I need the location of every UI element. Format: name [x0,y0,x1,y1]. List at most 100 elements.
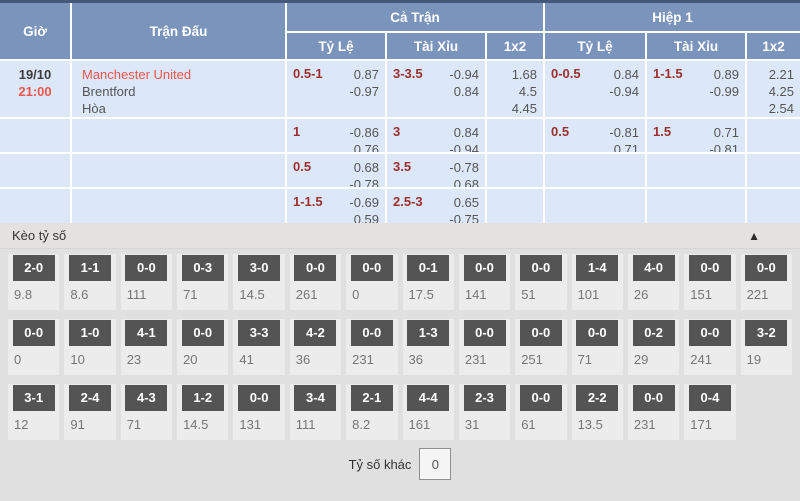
over-under-line: 2.5-3 [393,194,423,209]
score-odds-cell[interactable]: 0-0 221 [740,254,792,310]
score-odds-cell[interactable]: 4-3 71 [120,384,173,440]
score-odds-cell[interactable]: 0-0 61 [515,384,567,440]
score-odds-cell[interactable]: 3-4 111 [289,384,342,440]
h1-over-under-cell[interactable]: 1-1.5 0.89 -0.99 [647,61,745,117]
odds-value[interactable]: -0.99 [709,84,739,99]
score-label: 1-2 [181,385,224,411]
score-odds-cell[interactable]: 2-3 31 [458,384,511,440]
odds-value[interactable]: -0.69 [349,195,379,210]
ft-over-under-cell[interactable]: 3 0.84 -0.94 [387,119,485,152]
h1-handicap-cell[interactable]: 0.5 -0.81 0.71 [545,119,645,152]
score-odds-cell[interactable]: 2-2 13.5 [571,384,623,440]
ft-handicap-cell[interactable]: 1-1.5 -0.69 0.59 [287,189,385,223]
ft-1x2-cell[interactable]: 1.68 4.5 4.45 [487,61,543,117]
ft-over-under-cell[interactable]: 3.5 -0.78 0.68 [387,154,485,187]
ft-over-under-cell[interactable]: 3-3.5 -0.94 0.84 [387,61,485,117]
collapse-arrow-icon[interactable]: ▲ [748,228,760,243]
score-odds-cell[interactable]: 3-2 19 [740,319,792,375]
odds-value[interactable]: 0.84 [453,84,479,99]
score-odds-cell[interactable]: 0-0 131 [233,384,285,440]
correct-score-header[interactable]: Kèo tỷ số ▲ [0,223,800,249]
score-odds-cell[interactable]: 1-1 8.6 [64,254,116,310]
score-odds-cell[interactable]: 0-4 171 [684,384,736,440]
odds-value[interactable]: 2.21 [768,67,794,82]
score-odds-value: 221 [746,287,769,302]
h1-1x2-cell[interactable]: 2.21 4.25 2.54 [747,61,800,117]
odds-value[interactable]: 0.84 [453,125,479,140]
score-odds-cell[interactable]: 0-0 0 [8,319,60,375]
score-odds-cell[interactable]: 4-0 26 [627,254,680,310]
odds-value[interactable]: 4.25 [768,84,794,99]
odds-value[interactable]: 1.68 [511,67,537,82]
odds-value[interactable]: -0.75 [449,212,479,223]
h1-handicap-cell[interactable]: 0-0.5 0.84 -0.94 [545,61,645,117]
score-odds-cell[interactable]: 0-0 241 [684,319,736,375]
score-odds-cell[interactable]: 2-4 91 [64,384,116,440]
score-odds-cell[interactable]: 0-0 231 [627,384,680,440]
score-odds-cell[interactable]: 0-0 231 [458,319,511,375]
score-odds-cell[interactable]: 0-0 151 [684,254,736,310]
score-odds-cell[interactable]: 0-0 71 [571,319,623,375]
score-odds-cell[interactable]: 3-1 12 [8,384,60,440]
odds-value[interactable]: -0.81 [709,142,739,152]
odds-value[interactable]: 0.76 [353,142,379,152]
ft-handicap-cell[interactable]: 1 -0.86 0.76 [287,119,385,152]
score-odds-cell[interactable]: 4-1 23 [120,319,173,375]
score-label: 2-0 [12,255,55,281]
odds-value[interactable]: 2.54 [768,101,794,116]
odds-value[interactable]: 0.71 [713,125,739,140]
ft-handicap-cell[interactable]: 0.5-1 0.87 -0.97 [287,61,385,117]
score-odds-cell[interactable]: 0-0 51 [515,254,567,310]
other-score-label: Tỷ số khác [348,456,412,472]
ft-handicap-cell[interactable]: 0.5 0.68 -0.78 [287,154,385,187]
odds-value[interactable]: 0.84 [613,67,639,82]
odds-value[interactable]: 0.68 [353,160,379,175]
score-odds-cell[interactable]: 4-4 161 [402,384,454,440]
score-odds-value: 0 [352,287,360,302]
score-odds-cell[interactable]: 2-1 8.2 [346,384,398,440]
odds-value[interactable]: 0.71 [613,142,639,152]
score-odds-cell[interactable]: 0-0 0 [346,254,398,310]
score-odds-cell[interactable]: 0-0 231 [346,319,398,375]
empty-cell [72,119,285,152]
score-odds-cell[interactable]: 3-3 41 [233,319,285,375]
home-team-name[interactable]: Manchester United [82,67,192,82]
score-odds-cell[interactable]: 0-0 111 [120,254,173,310]
score-odds-cell[interactable]: 4-2 36 [289,319,342,375]
score-odds-cell[interactable]: 0-0 261 [289,254,342,310]
odds-value[interactable]: 0.89 [713,67,739,82]
score-odds-cell[interactable]: 1-0 10 [64,319,116,375]
score-odds-value: 61 [521,417,536,432]
score-odds-cell[interactable]: 0-0 141 [458,254,511,310]
score-odds-cell[interactable]: 1-3 36 [402,319,454,375]
score-odds-cell[interactable]: 3-0 14.5 [233,254,285,310]
h1-over-under-cell[interactable]: 1.5 0.71 -0.81 [647,119,745,152]
odds-value[interactable]: -0.86 [349,125,379,140]
odds-value[interactable]: 0.68 [453,177,479,187]
empty-score-cell [741,384,792,440]
score-odds-cell[interactable]: 0-1 17.5 [402,254,454,310]
odds-value[interactable]: -0.94 [449,67,479,82]
odds-value[interactable]: 0.65 [453,195,479,210]
odds-value[interactable]: -0.94 [609,84,639,99]
score-odds-cell[interactable]: 0-3 71 [177,254,229,310]
score-odds-cell[interactable]: 0-0 20 [177,319,229,375]
odds-value[interactable]: -0.81 [609,125,639,140]
score-odds-cell[interactable]: 1-4 101 [571,254,623,310]
odds-value[interactable]: 0.87 [353,67,379,82]
odds-value[interactable]: -0.97 [349,84,379,99]
odds-value[interactable]: -0.78 [449,160,479,175]
score-label: 2-4 [69,385,112,411]
odds-value[interactable]: -0.78 [349,177,379,187]
score-odds-cell[interactable]: 1-2 14.5 [177,384,229,440]
odds-value[interactable]: 4.45 [511,101,537,116]
odds-value[interactable]: 4.5 [518,84,537,99]
score-odds-cell[interactable]: 2-0 9.8 [8,254,60,310]
score-odds-cell[interactable]: 0-0 251 [515,319,567,375]
odds-value[interactable]: -0.94 [449,142,479,152]
other-score-value-box[interactable]: 0 [419,448,452,480]
handicap-line: 0-0.5 [551,66,581,81]
score-odds-cell[interactable]: 0-2 29 [627,319,680,375]
odds-value[interactable]: 0.59 [353,212,379,223]
ft-over-under-cell[interactable]: 2.5-3 0.65 -0.75 [387,189,485,223]
